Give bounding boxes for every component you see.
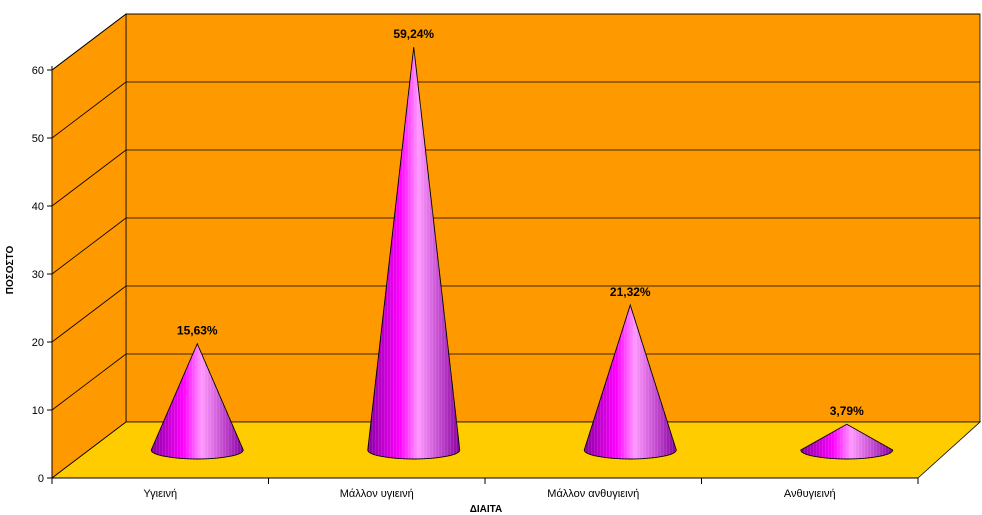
y-axis-title: ΠΟΣΟΣΤΟ	[5, 246, 16, 295]
gridline-side	[51, 285, 127, 343]
gridline-side	[51, 217, 127, 275]
data-label: 21,32%	[610, 285, 651, 299]
cone-bar	[800, 423, 894, 460]
x-axis-title: ΔΙΑΙΤΑ	[470, 504, 503, 515]
y-tick-label: 40	[32, 201, 44, 213]
data-label: 59,24%	[393, 27, 434, 41]
cone-bar	[150, 342, 244, 460]
gridline-side	[51, 81, 127, 139]
data-label: 3,79%	[830, 404, 864, 418]
y-tick-label: 30	[32, 269, 44, 281]
x-tick-label: Υγιεινή	[143, 488, 177, 500]
y-tick-label: 0	[38, 473, 44, 485]
y-tick-label: 50	[32, 133, 44, 145]
gridline-side	[51, 149, 127, 207]
gridline-side	[51, 353, 127, 411]
data-series	[150, 47, 894, 460]
x-tick-label: Ανθυγιεινή	[784, 488, 836, 500]
y-tick-label: 60	[32, 65, 44, 77]
x-axis-ticks: Υγιεινή Μάλλον υγιεινή Μάλλον ανθυγιεινή Αν…	[51, 478, 919, 500]
gridline-side	[51, 13, 127, 71]
y-tick-label: 10	[32, 405, 44, 417]
cone-bar	[583, 303, 677, 460]
y-tick-label: 20	[32, 337, 44, 349]
gridlines	[51, 13, 980, 411]
cone-bar	[367, 47, 461, 460]
data-label: 15,63%	[177, 324, 218, 338]
data-labels: 15,63% 59,24% 21,32% 3,79%	[177, 27, 864, 418]
x-tick-label: Μάλλον υγιεινή	[340, 488, 414, 500]
x-tick-label: Μάλλον ανθυγιεινή	[547, 488, 639, 500]
y-axis-ticks: 0 10 20 30 40 50 60	[32, 65, 52, 485]
